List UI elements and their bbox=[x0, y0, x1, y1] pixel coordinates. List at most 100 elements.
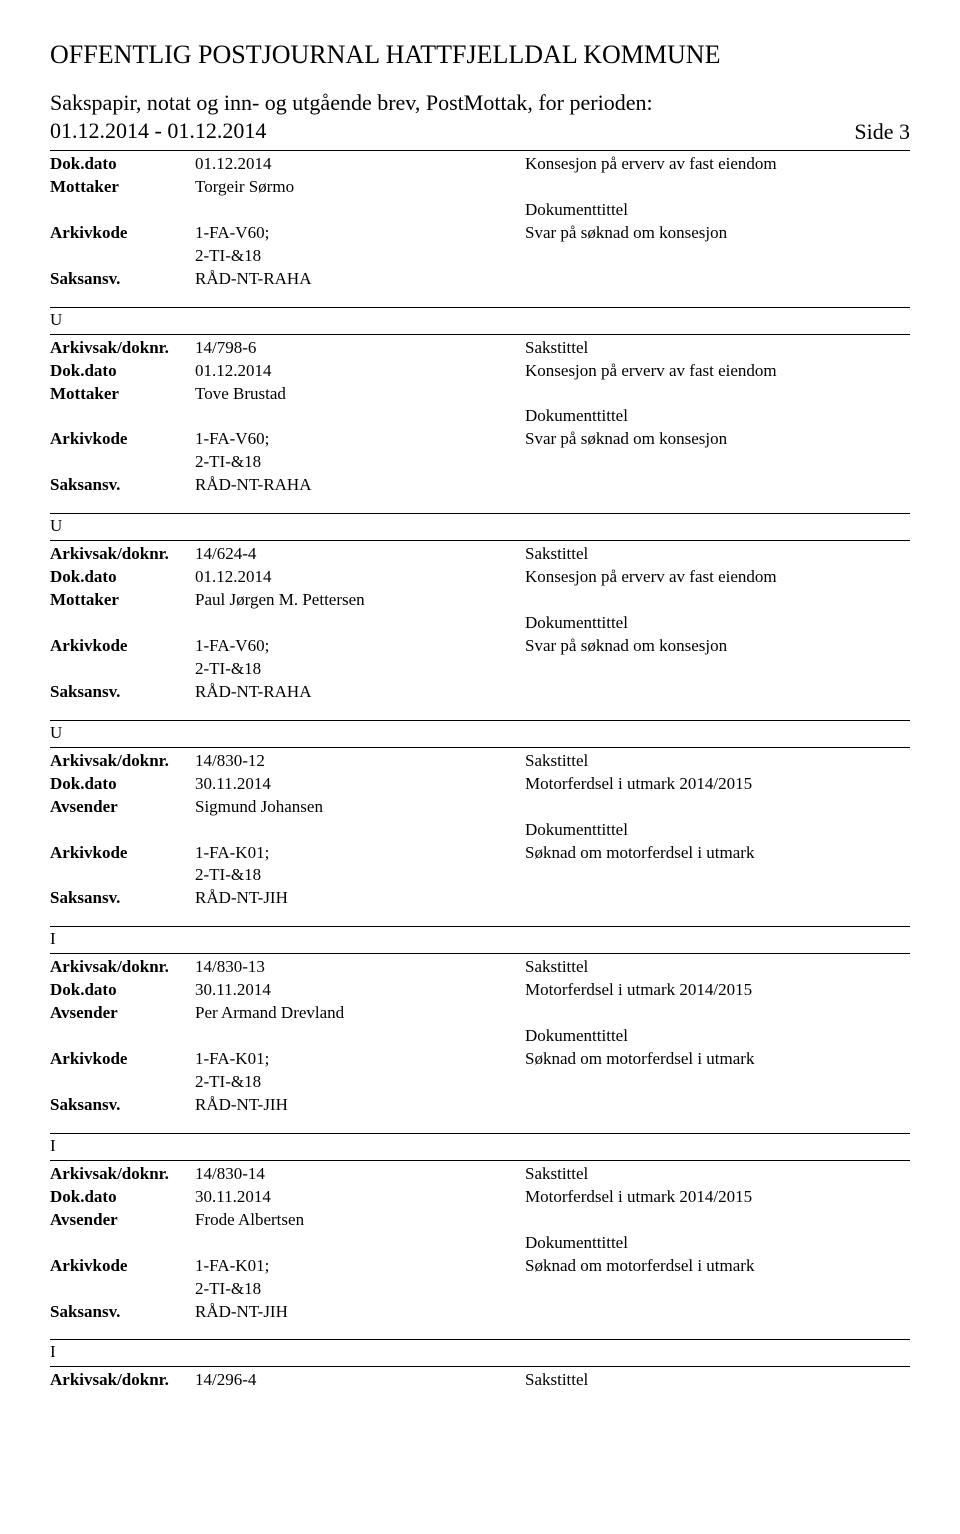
divider bbox=[50, 540, 910, 541]
party-value: Torgeir Sørmo bbox=[195, 176, 525, 199]
arkivkode2-value: 2-TI-&18 bbox=[195, 451, 525, 474]
doktittel-label-row: Dokumenttittel bbox=[50, 819, 910, 842]
record-type: U bbox=[50, 723, 910, 743]
arkivsak-label: Arkivsak/doknr. bbox=[50, 543, 195, 566]
arkivsak-value: 14/798-6 bbox=[195, 337, 525, 360]
saksansv-label: Saksansv. bbox=[50, 268, 195, 291]
empty bbox=[50, 199, 195, 222]
dokdato-value: 30.11.2014 bbox=[195, 773, 525, 796]
arkivkode-value: 1-FA-V60; bbox=[195, 222, 525, 245]
dokdato-row: Dok.dato30.11.2014Motorferdsel i utmark … bbox=[50, 979, 910, 1002]
sakstittel-value: Konsesjon på erverv av fast eiendom bbox=[525, 566, 910, 589]
empty bbox=[525, 1209, 910, 1232]
record: UArkivsak/doknr.14/798-6SakstittelDok.da… bbox=[50, 307, 910, 498]
arkivkode-label: Arkivkode bbox=[50, 1048, 195, 1071]
dokdato-label: Dok.dato bbox=[50, 773, 195, 796]
party-row: MottakerPaul Jørgen M. Pettersen bbox=[50, 589, 910, 612]
record-type: U bbox=[50, 516, 910, 536]
records-container: Dok.dato01.12.2014Konsesjon på erverv av… bbox=[50, 150, 910, 1323]
saksansv-value: RÅD-NT-RAHA bbox=[195, 681, 525, 704]
arkivkode-value: 1-FA-V60; bbox=[195, 428, 525, 451]
arkivkode-row: Arkivkode1-FA-V60;Svar på søknad om kons… bbox=[50, 222, 910, 245]
arkivkode2-value: 2-TI-&18 bbox=[195, 658, 525, 681]
party-row: AvsenderSigmund Johansen bbox=[50, 796, 910, 819]
party-label: Mottaker bbox=[50, 176, 195, 199]
sakstittel-label: Sakstittel bbox=[525, 337, 910, 360]
empty bbox=[50, 245, 195, 268]
empty bbox=[525, 658, 910, 681]
arkivkode2-value: 2-TI-&18 bbox=[195, 1278, 525, 1301]
empty bbox=[50, 1025, 195, 1048]
sakstittel-label: Sakstittel bbox=[525, 750, 910, 773]
record-type: I bbox=[50, 1342, 910, 1362]
record-type: I bbox=[50, 929, 910, 949]
party-row: MottakerTorgeir Sørmo bbox=[50, 176, 910, 199]
doktittel-value: Svar på søknad om konsesjon bbox=[525, 635, 910, 658]
empty bbox=[525, 887, 910, 910]
record: I Arkivsak/doknr.14/830-13SakstittelDok.d… bbox=[50, 926, 910, 1117]
party-label: Mottaker bbox=[50, 383, 195, 406]
sakstittel-value: Konsesjon på erverv av fast eiendom bbox=[525, 360, 910, 383]
doktittel-label: Dokumenttittel bbox=[525, 199, 910, 222]
arkivkode-row: Arkivkode1-FA-K01;Søknad om motorferdsel… bbox=[50, 842, 910, 865]
arkivsak-label: Arkivsak/doknr. bbox=[50, 1369, 195, 1392]
divider bbox=[50, 1133, 910, 1134]
saksansv-value: RÅD-NT-JIH bbox=[195, 887, 525, 910]
empty bbox=[50, 1071, 195, 1094]
empty bbox=[525, 1071, 910, 1094]
divider bbox=[50, 334, 910, 335]
divider bbox=[50, 747, 910, 748]
sakstittel-label: Sakstittel bbox=[525, 543, 910, 566]
doktittel-label-row: Dokumenttittel bbox=[50, 405, 910, 428]
empty bbox=[50, 864, 195, 887]
saksansv-row: Saksansv.RÅD-NT-JIH bbox=[50, 1094, 910, 1117]
arkivkode2-row: 2-TI-&18 bbox=[50, 658, 910, 681]
arkivkode-label: Arkivkode bbox=[50, 1255, 195, 1278]
empty bbox=[195, 1025, 525, 1048]
arkivkode-row: Arkivkode1-FA-K01;Søknad om motorferdsel… bbox=[50, 1255, 910, 1278]
saksansv-label: Saksansv. bbox=[50, 1301, 195, 1324]
party-value: Per Armand Drevland bbox=[195, 1002, 525, 1025]
arkivkode2-row: 2-TI-&18 bbox=[50, 1278, 910, 1301]
arkivkode-value: 1-FA-K01; bbox=[195, 1255, 525, 1278]
doktittel-value: Svar på søknad om konsesjon bbox=[525, 428, 910, 451]
party-row: AvsenderFrode Albertsen bbox=[50, 1209, 910, 1232]
saksansv-label: Saksansv. bbox=[50, 474, 195, 497]
arkivsak-label: Arkivsak/doknr. bbox=[50, 1163, 195, 1186]
dokdato-value: 01.12.2014 bbox=[195, 566, 525, 589]
sakstittel-value: Motorferdsel i utmark 2014/2015 bbox=[525, 1186, 910, 1209]
arkivkode2-row: 2-TI-&18 bbox=[50, 864, 910, 887]
arkivsak-row: Arkivsak/doknr.14/830-13Sakstittel bbox=[50, 956, 910, 979]
doktittel-label-row: Dokumenttittel bbox=[50, 1025, 910, 1048]
empty bbox=[50, 819, 195, 842]
party-value: Sigmund Johansen bbox=[195, 796, 525, 819]
arkivkode2-row: 2-TI-&18 bbox=[50, 1071, 910, 1094]
empty bbox=[525, 1002, 910, 1025]
empty bbox=[195, 612, 525, 635]
party-value: Paul Jørgen M. Pettersen bbox=[195, 589, 525, 612]
dokdato-row: Dok.dato01.12.2014Konsesjon på erverv av… bbox=[50, 153, 910, 176]
empty bbox=[50, 451, 195, 474]
doktittel-value: Søknad om motorferdsel i utmark bbox=[525, 1048, 910, 1071]
saksansv-value: RÅD-NT-JIH bbox=[195, 1094, 525, 1117]
doktittel-label: Dokumenttittel bbox=[525, 1232, 910, 1255]
divider bbox=[50, 1339, 910, 1340]
divider bbox=[50, 720, 910, 721]
page-header: OFFENTLIG POSTJOURNAL HATTFJELLDAL KOMMU… bbox=[50, 40, 910, 145]
arkivkode-value: 1-FA-K01; bbox=[195, 842, 525, 865]
arkivsak-row: Arkivsak/doknr.14/830-14Sakstittel bbox=[50, 1163, 910, 1186]
dokdato-value: 30.11.2014 bbox=[195, 979, 525, 1002]
arkivsak-row: Arkivsak/doknr. 14/296-4 Sakstittel bbox=[50, 1369, 910, 1392]
empty bbox=[50, 658, 195, 681]
party-row: AvsenderPer Armand Drevland bbox=[50, 1002, 910, 1025]
empty bbox=[50, 1278, 195, 1301]
sakstittel-label: Sakstittel bbox=[525, 956, 910, 979]
empty bbox=[525, 451, 910, 474]
party-label: Mottaker bbox=[50, 589, 195, 612]
arkivkode-row: Arkivkode1-FA-V60;Svar på søknad om kons… bbox=[50, 428, 910, 451]
arkivsak-value: 14/830-12 bbox=[195, 750, 525, 773]
last-record-fragment: I Arkivsak/doknr. 14/296-4 Sakstittel bbox=[50, 1339, 910, 1392]
arkivsak-value: 14/830-13 bbox=[195, 956, 525, 979]
arkivsak-label: Arkivsak/doknr. bbox=[50, 750, 195, 773]
main-title: OFFENTLIG POSTJOURNAL HATTFJELLDAL KOMMU… bbox=[50, 40, 910, 70]
